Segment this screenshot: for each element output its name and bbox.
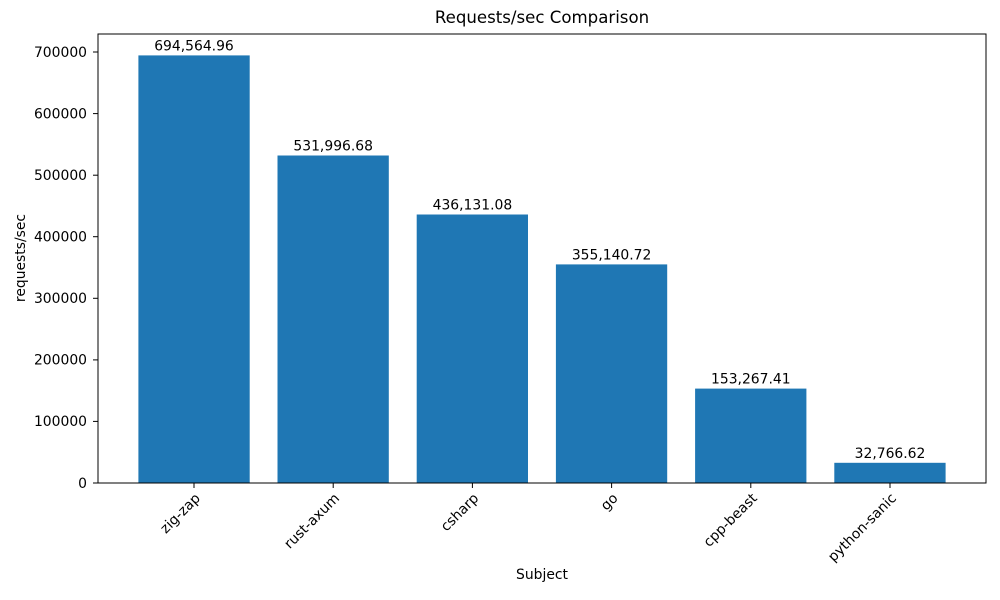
y-tick-label: 600000: [34, 106, 87, 122]
y-axis-label: requests/sec: [13, 213, 29, 303]
bar-csharp: [416, 214, 528, 483]
x-tick-label-go: go: [598, 491, 622, 515]
y-tick-label: 700000: [34, 45, 87, 61]
y-tick-label: 100000: [34, 414, 87, 430]
bar-python-sanic: [834, 462, 946, 483]
y-tick-label: 400000: [34, 230, 87, 246]
bar-value-label: 436,131.08: [433, 198, 513, 214]
bar-value-label: 694,564.96: [154, 38, 234, 54]
y-tick-label: 200000: [34, 353, 87, 369]
y-tick-label: 300000: [34, 291, 87, 307]
y-tick-label: 0: [78, 476, 87, 492]
bar-go: [555, 264, 668, 483]
y-tick-label: 500000: [34, 168, 87, 184]
x-tick-label-zig-zap: zig-zap: [157, 490, 204, 537]
x-tick-label-cpp-beast: cpp-beast: [701, 490, 761, 550]
bar-value-label: 32,766.62: [855, 446, 926, 462]
x-tick-label-rust-axum: rust-axum: [281, 491, 343, 553]
bar-rust-axum: [277, 155, 389, 483]
x-tick-label-csharp: csharp: [438, 490, 482, 534]
x-axis-label: Subject: [516, 567, 568, 583]
x-tick-label-python-sanic: python-sanic: [825, 491, 900, 566]
bar-value-label: 531,996.68: [293, 139, 373, 155]
plot-border: [97, 33, 987, 484]
bar-zig-zap: [138, 55, 250, 484]
bar-value-label: 355,140.72: [572, 247, 652, 263]
chart-title: Requests/sec Comparison: [434, 8, 650, 27]
bar-value-label: 153,267.41: [711, 372, 791, 388]
bar-cpp-beast: [695, 388, 807, 483]
